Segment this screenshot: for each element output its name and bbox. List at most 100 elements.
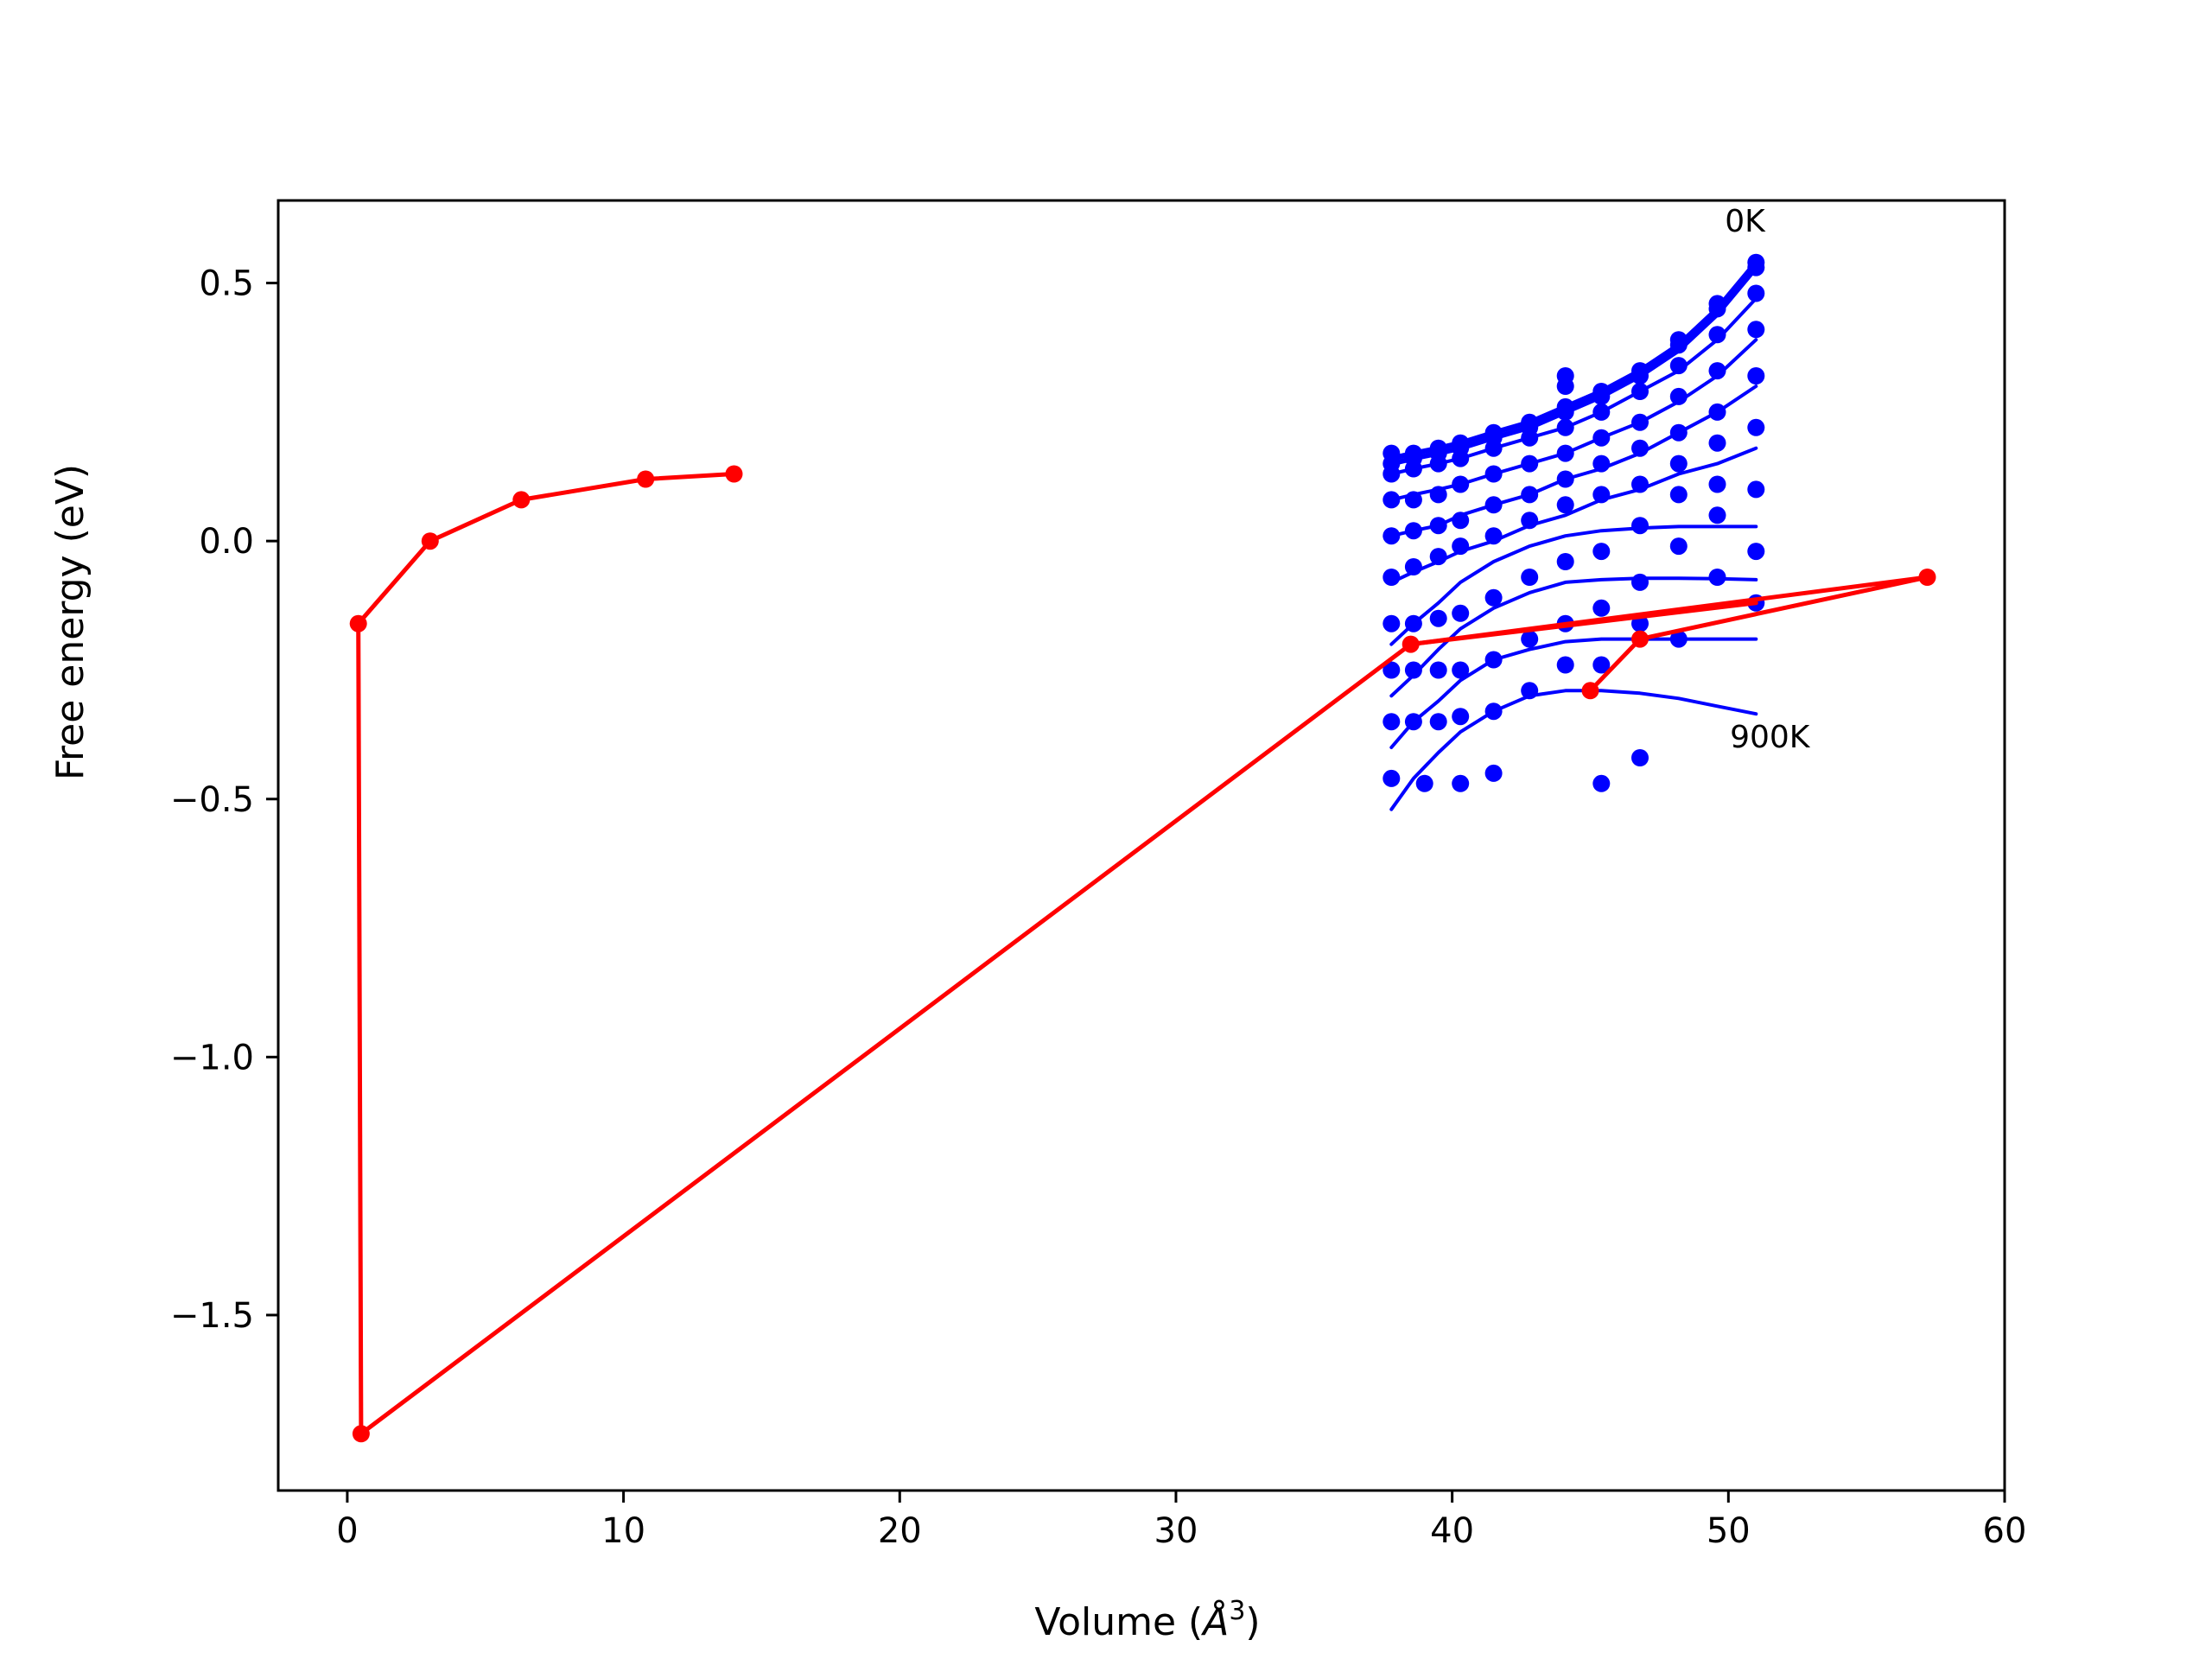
- data-point: [1592, 599, 1611, 617]
- data-point: [1747, 418, 1765, 436]
- data-point: [1631, 383, 1649, 400]
- data-point: [1747, 480, 1765, 499]
- data-point: [1592, 429, 1611, 447]
- x-axis-label-main: Volume (: [1034, 1600, 1203, 1644]
- data-point: [1708, 403, 1726, 421]
- red-path-point: [1631, 630, 1649, 648]
- data-point: [1556, 553, 1574, 570]
- data-point: [1708, 300, 1726, 318]
- data-point: [1669, 336, 1688, 354]
- data-point: [1484, 651, 1503, 669]
- data-point: [1382, 614, 1401, 632]
- data-point: [1631, 439, 1649, 457]
- data-point: [1708, 362, 1726, 380]
- data-point: [1747, 284, 1765, 302]
- red-path-point: [725, 465, 743, 483]
- data-point: [1382, 491, 1401, 509]
- data-point: [1452, 774, 1470, 792]
- data-point: [1404, 491, 1422, 509]
- data-point: [1556, 656, 1574, 674]
- data-point: [1592, 486, 1611, 504]
- data-point: [1669, 423, 1688, 442]
- data-point: [1631, 749, 1649, 766]
- data-point: [1669, 454, 1688, 473]
- y-tick-label: 0.0: [199, 522, 254, 562]
- data-point: [1631, 367, 1649, 385]
- data-point: [1708, 506, 1726, 524]
- data-point: [1631, 413, 1649, 431]
- red-path-line-2: [1408, 601, 1758, 647]
- fit-curve-8: [1389, 576, 1758, 698]
- data-point: [1404, 614, 1422, 632]
- data-point: [1484, 527, 1503, 545]
- data-point: [1429, 609, 1447, 627]
- x-axis-label-symbol: Å: [1200, 1599, 1229, 1644]
- data-point: [1452, 449, 1470, 467]
- data-point: [1415, 774, 1433, 792]
- red-path-point: [352, 1425, 370, 1443]
- data-point: [1484, 439, 1503, 457]
- x-tick-label: 10: [601, 1511, 645, 1551]
- y-tick-label: 0.5: [199, 264, 254, 304]
- data-point: [1484, 588, 1503, 607]
- data-point: [1382, 769, 1401, 787]
- data-point: [1429, 713, 1447, 731]
- fit-curve-10: [1389, 689, 1758, 811]
- data-point: [1592, 543, 1611, 561]
- data-point: [1484, 465, 1503, 483]
- x-tick-label: 30: [1154, 1511, 1198, 1551]
- x-tick-label: 20: [878, 1511, 922, 1551]
- data-point: [1669, 387, 1688, 405]
- x-axis-label-superscript: 3: [1229, 1596, 1245, 1626]
- data-point: [1521, 454, 1539, 473]
- data-point: [1556, 470, 1574, 488]
- data-point: [1556, 403, 1574, 421]
- data-point: [1556, 367, 1574, 385]
- x-axis-label: Volume (Å3): [1034, 1596, 1260, 1644]
- data-point: [1404, 460, 1422, 478]
- x-tick-label: 60: [1983, 1511, 2027, 1551]
- annotation-label: 0K: [1725, 204, 1766, 239]
- data-point: [1592, 387, 1611, 405]
- data-point: [1631, 517, 1649, 535]
- data-point: [1452, 604, 1470, 622]
- red-path-point: [349, 614, 367, 632]
- data-point: [1429, 517, 1447, 535]
- data-point: [1631, 475, 1649, 493]
- data-point: [1429, 661, 1447, 679]
- y-tick-label: −0.5: [170, 780, 254, 820]
- y-tick-label: −1.0: [170, 1038, 254, 1077]
- data-point: [1521, 630, 1539, 648]
- data-point: [1452, 475, 1470, 493]
- x-tick-label: 50: [1707, 1511, 1751, 1551]
- axes-frame: [276, 199, 2006, 1492]
- plot-area: [349, 253, 1936, 1443]
- ticks: 0 10 20 30 40 50 60 0.5 0.0 −0.5 −1.0 −1.5: [170, 264, 2027, 1551]
- data-point: [1669, 537, 1688, 556]
- data-point: [1382, 527, 1401, 545]
- data-point: [1592, 454, 1611, 473]
- data-point: [1521, 512, 1539, 530]
- data-point: [1404, 558, 1422, 575]
- data-point: [1708, 326, 1726, 344]
- data-point: [1452, 661, 1470, 679]
- data-point: [1669, 630, 1688, 648]
- data-point: [1404, 661, 1422, 679]
- data-point: [1556, 496, 1574, 514]
- data-point: [1708, 434, 1726, 452]
- data-point: [1708, 475, 1726, 493]
- x-tick-label: 0: [336, 1511, 358, 1551]
- data-point: [1521, 682, 1539, 700]
- data-point: [1747, 367, 1765, 385]
- data-point: [1382, 569, 1401, 586]
- data-point: [1592, 403, 1611, 421]
- data-point: [1429, 454, 1447, 473]
- red-path-point: [1402, 635, 1420, 653]
- data-point: [1631, 573, 1649, 591]
- data-point: [1669, 486, 1688, 504]
- data-point: [1747, 543, 1765, 561]
- data-point: [1669, 357, 1688, 375]
- annotation-label: 900K: [1730, 720, 1811, 755]
